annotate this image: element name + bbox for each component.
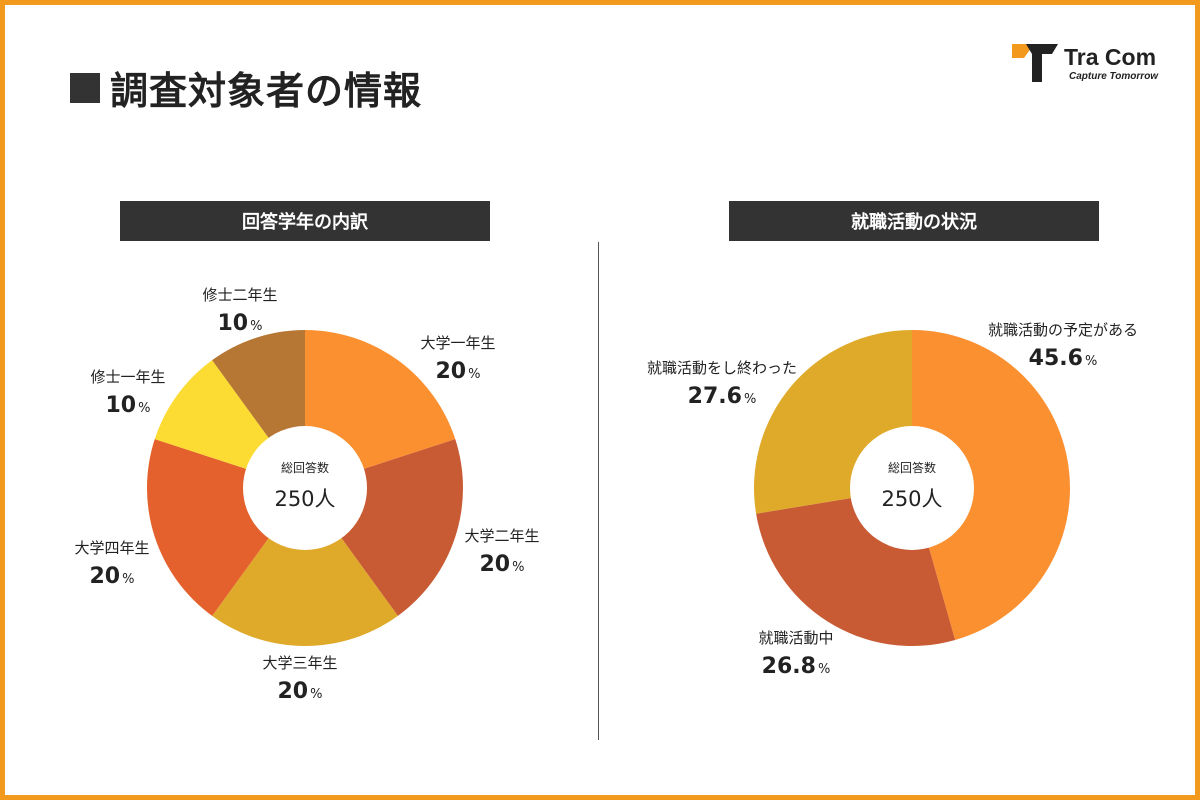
logo-name: Tra Com <box>1064 44 1157 70</box>
slice-label: 就職活動の予定がある <box>988 321 1138 339</box>
donut-chart-0: 大学一年生 20 % 大学二年生 20 % 大学三年生 20 % 大学四年生 20 % 修士一年生 10%… <box>74 286 539 704</box>
center-total: 250人 <box>274 487 335 511</box>
slice-label: 修士二年生 <box>202 286 277 304</box>
slice-label: 大学二年生 <box>464 527 539 545</box>
slice-label: 就職活動中 <box>758 629 833 647</box>
logo-tagline: Capture Tomorrow <box>1069 71 1159 82</box>
slice-value-label: 20% <box>436 359 481 384</box>
slice-label: 大学四年生 <box>74 539 149 557</box>
donut-chart-1: 就職活動の予定がある 45.6 % 就職活動中 26.8 % 就職活動をし終わった 27.6%… <box>647 321 1138 679</box>
section-divider <box>598 242 599 740</box>
pie-slice <box>212 488 398 646</box>
slice-value-label: 26.8% <box>762 654 831 679</box>
page-title: 調査対象者の情報 <box>70 60 422 115</box>
center-caption: 総回答数 <box>888 460 936 475</box>
slice-value-label: 20% <box>90 564 135 589</box>
chart-title-grade-breakdown: 回答学年の内訳 <box>120 201 490 241</box>
donut-hole <box>243 426 367 550</box>
slice-label: 大学三年生 <box>262 654 337 672</box>
slice-value-label: 27.6% <box>688 384 757 409</box>
slice-value-label: 20% <box>278 679 323 704</box>
brand-logo: Tra Com Capture Tomorrow <box>1012 38 1172 88</box>
slice-label: 就職活動をし終わった <box>647 359 797 377</box>
slice-label: 修士一年生 <box>90 368 165 386</box>
slice-label: 大学一年生 <box>420 334 495 352</box>
donut-hole <box>850 426 974 550</box>
page-title-text: 調査対象者の情報 <box>110 69 423 113</box>
slice-value-label: 10% <box>218 311 263 336</box>
slice-value-label: 45.6% <box>1029 346 1098 371</box>
chart-title-job-hunting-status: 就職活動の状況 <box>729 201 1099 241</box>
tracom-logo-icon <box>1012 44 1058 82</box>
slice-value-label: 10% <box>106 393 151 418</box>
title-square-icon <box>70 72 100 103</box>
pie-slice <box>912 330 1071 641</box>
center-total: 250人 <box>881 487 942 511</box>
center-caption: 総回答数 <box>281 460 329 475</box>
slice-value-label: 20% <box>480 552 525 577</box>
